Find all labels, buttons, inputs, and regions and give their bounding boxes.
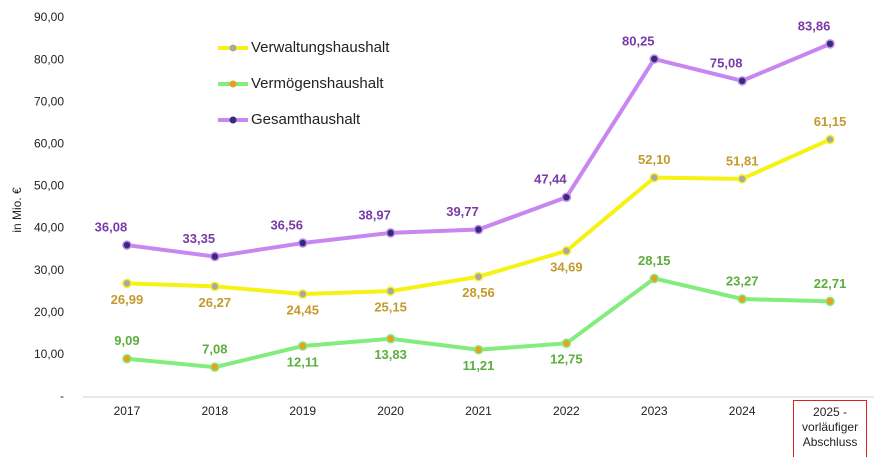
x-tick-label: 2020 <box>377 404 404 418</box>
y-tick-label: 10,00 <box>34 347 64 361</box>
value-label: 83,86 <box>798 18 831 33</box>
marker <box>649 172 660 183</box>
value-label: 25,15 <box>374 300 407 315</box>
value-label: 13,83 <box>374 347 407 362</box>
marker <box>122 240 132 250</box>
value-label: 12,75 <box>550 352 583 367</box>
value-label: 23,27 <box>726 273 759 288</box>
y-axis-label: in Mio. € <box>10 187 24 233</box>
x-tick-label: 2024 <box>728 404 756 418</box>
legend-label: Gesamthaushalt <box>251 111 361 128</box>
x-tick-label: 2018 <box>201 404 229 418</box>
marker <box>385 228 396 238</box>
marker <box>473 271 484 282</box>
marker <box>210 281 220 292</box>
x-tick-label: 2021 <box>465 404 492 418</box>
marker <box>297 341 308 351</box>
marker <box>561 192 572 202</box>
value-label: 52,10 <box>638 152 671 167</box>
series-line <box>126 42 831 259</box>
value-label: 51,81 <box>726 153 759 168</box>
value-label: 36,08 <box>95 220 128 235</box>
y-tick-label: - <box>60 389 64 403</box>
marker <box>297 238 308 248</box>
marker <box>385 286 396 296</box>
marker <box>737 174 747 184</box>
value-label: 33,35 <box>183 231 216 246</box>
value-label: 39,77 <box>446 204 479 219</box>
marker <box>210 362 220 372</box>
value-label: 61,15 <box>814 114 847 129</box>
marker <box>825 296 835 307</box>
y-tick-label: 80,00 <box>34 52 64 66</box>
legend-marker <box>229 44 237 52</box>
legend-label: Verwaltungshaushalt <box>251 39 390 56</box>
marker <box>737 76 747 86</box>
y-tick-label: 90,00 <box>34 10 64 24</box>
y-tick-label: 60,00 <box>34 137 64 151</box>
y-tick-label: 70,00 <box>34 94 64 108</box>
marker <box>825 134 835 145</box>
value-label: 11,21 <box>463 358 495 373</box>
marker <box>737 294 747 304</box>
x-tick-label: 2023 <box>640 404 668 418</box>
value-label: 26,99 <box>111 292 144 307</box>
marker <box>210 251 220 262</box>
value-label: 24,45 <box>286 302 319 317</box>
marker <box>297 289 308 299</box>
legend-marker <box>229 116 237 124</box>
marker <box>649 54 660 64</box>
legend-label: Vermögenshaushalt <box>251 75 384 92</box>
marker <box>385 334 396 344</box>
marker <box>473 224 484 235</box>
marker <box>122 353 132 364</box>
marker <box>561 246 572 256</box>
value-label: 7,08 <box>202 342 227 357</box>
value-label: 80,25 <box>622 33 655 48</box>
marker <box>649 273 660 284</box>
y-tick-label: 20,00 <box>34 305 64 319</box>
y-tick-label: 40,00 <box>34 221 64 235</box>
value-label: 26,27 <box>199 295 232 310</box>
marker <box>473 345 484 355</box>
value-label: 47,44 <box>534 172 567 187</box>
value-label: 75,08 <box>710 55 743 70</box>
value-label: 38,97 <box>358 207 391 222</box>
legend-marker <box>229 80 237 88</box>
x-tick-label: 2019 <box>289 404 317 418</box>
x-tick-label: 2022 <box>553 404 580 418</box>
y-tick-label: 30,00 <box>34 263 64 277</box>
value-label: 34,69 <box>550 259 583 274</box>
value-label: 36,56 <box>270 217 303 232</box>
value-label: 12,11 <box>287 354 319 369</box>
value-label: 28,15 <box>638 253 671 268</box>
value-label: 22,71 <box>814 276 847 291</box>
x-tick-label: 2025 - vorläufiger Abschluss <box>793 400 868 457</box>
value-label: 9,09 <box>114 333 139 348</box>
marker <box>825 39 835 49</box>
value-label: 28,56 <box>462 285 495 300</box>
marker <box>561 338 572 349</box>
x-tick-label: 2017 <box>113 404 141 418</box>
y-tick-label: 50,00 <box>34 179 64 193</box>
marker <box>122 278 132 289</box>
